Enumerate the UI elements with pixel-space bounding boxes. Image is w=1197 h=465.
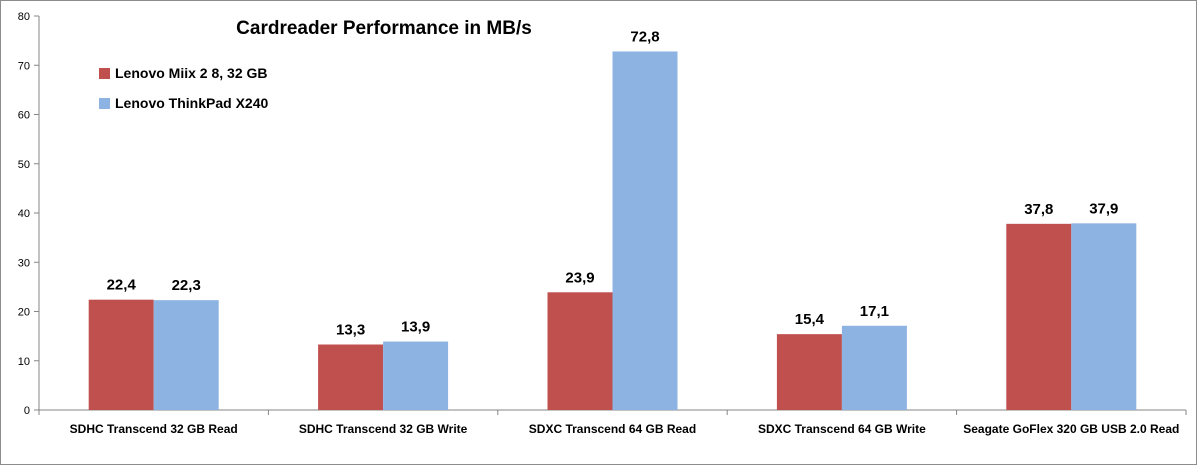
y-tick-label: 80: [18, 11, 30, 23]
y-tick-label: 10: [18, 356, 30, 368]
data-label: 72,8: [630, 28, 659, 45]
data-label: 22,3: [172, 277, 201, 294]
y-tick-label: 0: [24, 405, 30, 417]
legend-label: Lenovo Miix 2 8, 32 GB: [115, 65, 268, 81]
legend-label: Lenovo ThinkPad X240: [115, 95, 268, 111]
y-tick-label: 20: [18, 307, 30, 319]
y-tick-label: 30: [18, 257, 30, 269]
y-tick-label: 50: [18, 159, 30, 171]
data-label: 37,9: [1089, 200, 1118, 217]
bar: [547, 292, 613, 410]
data-label: 15,4: [795, 311, 825, 328]
legend: Lenovo Miix 2 8, 32 GB Lenovo ThinkPad X2…: [99, 65, 268, 111]
bar: [88, 299, 154, 410]
bar: [1071, 223, 1137, 410]
data-label: 37,8: [1024, 201, 1053, 218]
x-tick-label: SDHC Transcend 32 GB Read: [70, 422, 238, 436]
chart-title: Cardreader Performance in MB/s: [236, 18, 532, 39]
bar: [841, 325, 907, 410]
y-tick-label: 60: [18, 110, 30, 122]
x-tick-label: SDXC Transcend 64 GB Read: [529, 422, 696, 436]
y-tick-label: 70: [18, 60, 30, 72]
x-tick-label: Seagate GoFlex 320 GB USB 2.0 Read: [963, 422, 1179, 436]
legend-swatch: [99, 98, 110, 109]
x-tick-label: SDHC Transcend 32 GB Write: [299, 422, 468, 436]
bar: [1006, 223, 1072, 410]
data-label: 17,1: [860, 303, 889, 320]
x-tick-label: SDXC Transcend 64 GB Write: [758, 422, 926, 436]
y-tick-label: 40: [18, 208, 30, 220]
data-label: 13,9: [401, 319, 430, 336]
bar: [153, 300, 219, 410]
data-label: 22,4: [107, 277, 137, 294]
data-label: 13,3: [336, 321, 365, 338]
data-label: 23,9: [565, 269, 594, 286]
legend-swatch: [99, 68, 110, 79]
bar: [612, 51, 678, 411]
bars: [88, 51, 1137, 411]
axes: 0 10 20 30 40 50 60 70 80 SDHC Transcend 32 GB Re…: [18, 11, 1187, 436]
data-labels: 22,4 22,3 13,3 13,9 23,9 72,8 15,4 17,1 37,8 37,9: [107, 28, 1119, 338]
bar: [318, 344, 384, 410]
bar: [776, 334, 842, 410]
bar: [383, 341, 449, 410]
